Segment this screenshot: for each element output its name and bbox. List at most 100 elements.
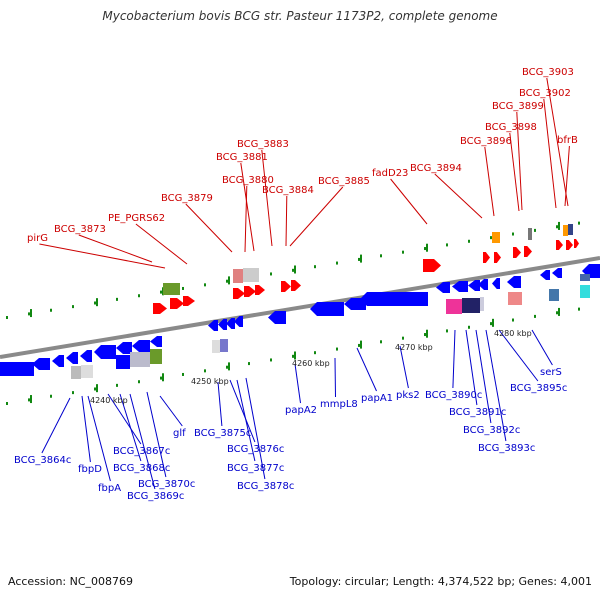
track-dot bbox=[50, 394, 52, 398]
forward-gene-label: BCG_3881 bbox=[216, 152, 268, 163]
reverse-gene-arrow bbox=[540, 270, 550, 280]
topology-info: Topology: circular; Length: 4,374,522 bp… bbox=[289, 575, 593, 588]
reverse-gene-arrow bbox=[226, 318, 235, 329]
track-dot bbox=[468, 325, 470, 329]
connector-line bbox=[229, 379, 256, 443]
track-dot bbox=[314, 351, 316, 355]
connector-line bbox=[78, 234, 153, 263]
connector-line bbox=[516, 111, 523, 211]
track-dot bbox=[468, 239, 470, 243]
accession-info: Accession: NC_008769 bbox=[8, 575, 133, 588]
track-dot bbox=[556, 311, 558, 315]
track-dot bbox=[204, 369, 206, 373]
forward-gene-arrow bbox=[566, 240, 573, 250]
reverse-gene-label: BCG_3875c bbox=[194, 428, 251, 439]
gene-block bbox=[462, 298, 480, 313]
track-dot bbox=[160, 376, 162, 380]
connector-line bbox=[159, 395, 183, 427]
connector-line bbox=[543, 98, 557, 209]
gene-block bbox=[71, 366, 81, 379]
connector-line bbox=[107, 393, 142, 445]
reverse-gene-arrow bbox=[94, 345, 116, 359]
forward-gene-arrow bbox=[170, 298, 184, 309]
reverse-gene-arrow bbox=[132, 340, 150, 352]
reverse-gene-label: BCG_3893c bbox=[478, 443, 535, 454]
reverse-gene-label: BCG_3869c bbox=[127, 491, 184, 502]
reverse-gene-label: papA2 bbox=[285, 405, 317, 416]
reverse-gene-arrow bbox=[507, 276, 521, 288]
forward-gene-label: BCG_3873 bbox=[54, 224, 106, 235]
track-tick bbox=[228, 362, 230, 371]
forward-gene-label: BCG_3883 bbox=[237, 139, 289, 150]
track-dot bbox=[512, 318, 514, 322]
track-dot bbox=[116, 383, 118, 387]
track-dot bbox=[160, 290, 162, 294]
reverse-gene-arrow bbox=[234, 316, 243, 327]
gene-features bbox=[0, 224, 600, 379]
gene-block bbox=[130, 352, 150, 367]
reverse-gene-label: BCG_3868c bbox=[113, 463, 170, 474]
reverse-gene-label: BCG_3895c bbox=[510, 383, 567, 394]
connector-line bbox=[135, 223, 188, 265]
connector-line bbox=[294, 363, 301, 404]
track-dot bbox=[424, 247, 426, 251]
connector-line bbox=[356, 347, 377, 392]
reverse-gene-arrow bbox=[208, 320, 218, 331]
track-dot bbox=[380, 340, 382, 344]
track-dot bbox=[138, 380, 140, 384]
gene-block bbox=[568, 224, 573, 235]
genes-value: 4,001 bbox=[560, 575, 593, 588]
forward-gene-arrow bbox=[153, 303, 167, 314]
gene-block bbox=[212, 340, 220, 353]
track-tick bbox=[294, 351, 296, 360]
track-tick bbox=[30, 309, 32, 318]
forward-gene-label: BCG_3879 bbox=[161, 193, 213, 204]
reverse-gene-arrow bbox=[66, 352, 78, 364]
forward-gene-arrow bbox=[556, 240, 563, 250]
connector-line bbox=[41, 397, 71, 454]
reverse-gene-arrow bbox=[344, 298, 366, 310]
forward-gene-label: BCG_3880 bbox=[222, 175, 274, 186]
track-dot bbox=[72, 391, 74, 395]
topology-value: circular bbox=[344, 575, 386, 588]
connector-line bbox=[399, 345, 409, 389]
connector-line bbox=[39, 243, 166, 269]
gene-block bbox=[233, 269, 243, 283]
forward-gene-label: BCG_3885 bbox=[318, 176, 370, 187]
gene-block bbox=[243, 268, 259, 282]
gene-block bbox=[580, 285, 590, 298]
connector-line bbox=[484, 146, 495, 217]
gene-block bbox=[480, 297, 484, 311]
gene-block bbox=[549, 289, 559, 301]
track-dot bbox=[226, 279, 228, 283]
track-tick bbox=[228, 276, 230, 285]
track-dot bbox=[270, 358, 272, 362]
connector-line bbox=[434, 173, 483, 219]
accession-value: NC_008769 bbox=[69, 575, 134, 588]
connector-line bbox=[390, 178, 428, 225]
forward-gene-arrow bbox=[244, 286, 256, 297]
forward-gene-label: BCG_3902 bbox=[519, 88, 571, 99]
forward-gene-arrow bbox=[255, 285, 265, 295]
track-dot bbox=[226, 365, 228, 369]
track-dot bbox=[446, 243, 448, 247]
reverse-gene-label: mmpL8 bbox=[320, 399, 358, 410]
connector-line bbox=[546, 77, 569, 207]
connector-line bbox=[146, 391, 167, 478]
forward-gene-label: pirG bbox=[27, 233, 48, 244]
forward-gene-arrow bbox=[233, 288, 245, 299]
reverse-gene-arrow bbox=[32, 358, 50, 370]
track-dot bbox=[556, 225, 558, 229]
track-dot bbox=[490, 322, 492, 326]
reverse-gene-label: BCG_3876c bbox=[227, 444, 284, 455]
connector-line bbox=[334, 357, 336, 398]
gene-block bbox=[81, 365, 93, 378]
track-dot bbox=[116, 297, 118, 301]
gene-labels: pirGBCG_3873PE_PGRS62BCG_3879BCG_3880BCG… bbox=[14, 67, 578, 502]
reverse-gene-label: glf bbox=[173, 428, 186, 439]
track-dot bbox=[50, 308, 52, 312]
reverse-gene-arrow bbox=[116, 342, 132, 354]
genes-label: Genes: bbox=[518, 575, 557, 588]
scale-tick-label: 4270 kbp bbox=[395, 343, 433, 352]
track-dot bbox=[6, 316, 8, 320]
